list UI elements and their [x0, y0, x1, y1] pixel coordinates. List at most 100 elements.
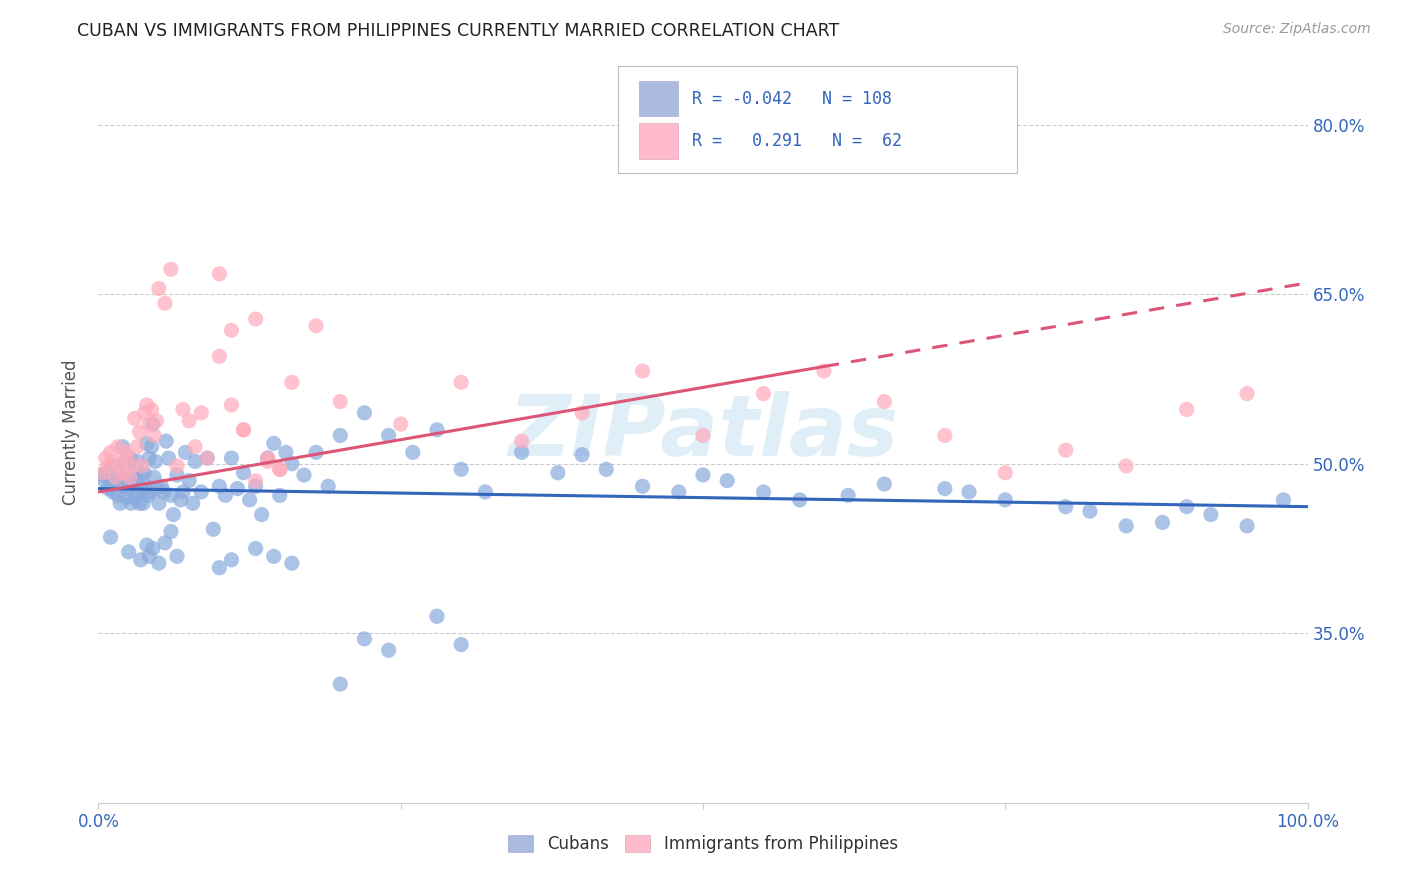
Text: R = -0.042   N = 108: R = -0.042 N = 108	[692, 90, 893, 108]
Point	[138, 451, 160, 466]
Point	[595, 462, 617, 476]
Point	[141, 402, 163, 417]
Point	[118, 451, 141, 466]
Text: Source: ZipAtlas.com: Source: ZipAtlas.com	[1223, 22, 1371, 37]
Point	[118, 470, 141, 484]
Point	[426, 609, 449, 624]
Point	[127, 454, 149, 468]
Point	[184, 454, 207, 468]
Point	[152, 485, 174, 500]
Point	[510, 445, 533, 459]
Point	[256, 454, 278, 468]
Point	[118, 482, 141, 496]
Point	[245, 474, 267, 488]
Point	[789, 492, 811, 507]
Point	[692, 468, 714, 483]
Point	[263, 549, 285, 564]
Point	[232, 466, 254, 480]
Point	[121, 458, 143, 473]
Point	[129, 468, 152, 483]
Point	[957, 485, 980, 500]
Point	[269, 462, 291, 476]
Point	[145, 482, 167, 496]
Point	[124, 491, 146, 505]
Point	[631, 479, 654, 493]
Point	[111, 440, 134, 454]
Point	[96, 466, 118, 480]
Point	[934, 428, 956, 442]
Point	[91, 468, 114, 483]
Point	[1175, 402, 1198, 417]
Point	[98, 462, 121, 476]
Point	[245, 312, 267, 326]
Point	[329, 428, 352, 442]
Point	[150, 479, 173, 493]
Point	[143, 428, 166, 442]
Point	[103, 466, 125, 480]
Point	[162, 508, 184, 522]
Point	[1054, 500, 1077, 514]
Point	[107, 488, 129, 502]
Point	[101, 485, 124, 500]
Point	[256, 451, 278, 466]
Point	[274, 445, 297, 459]
Point	[166, 458, 188, 473]
Point	[117, 451, 139, 466]
Y-axis label: Currently Married: Currently Married	[62, 359, 80, 506]
Point	[1175, 500, 1198, 514]
Point	[143, 454, 166, 468]
Point	[377, 428, 399, 442]
Point	[221, 398, 243, 412]
Legend: Cubans, Immigrants from Philippines: Cubans, Immigrants from Philippines	[501, 826, 905, 861]
Point	[135, 538, 157, 552]
Point	[145, 414, 167, 428]
Point	[873, 477, 896, 491]
Point	[143, 470, 166, 484]
Point	[142, 417, 165, 431]
Point	[450, 462, 472, 476]
Point	[281, 457, 304, 471]
Text: R =   0.291   N =  62: R = 0.291 N = 62	[692, 132, 903, 150]
Point	[426, 423, 449, 437]
Point	[129, 553, 152, 567]
Point	[316, 479, 339, 493]
Point	[117, 470, 139, 484]
Point	[837, 488, 859, 502]
Point	[226, 482, 249, 496]
Point	[114, 445, 136, 459]
Text: ZIPatlas: ZIPatlas	[508, 391, 898, 475]
Point	[208, 267, 231, 281]
Point	[329, 394, 352, 409]
Point	[208, 560, 231, 574]
Point	[1236, 519, 1258, 533]
Point	[994, 492, 1017, 507]
Point	[97, 482, 120, 496]
Point	[174, 445, 197, 459]
Point	[122, 462, 145, 476]
Point	[100, 445, 122, 459]
Point	[263, 436, 285, 450]
Point	[131, 458, 153, 473]
Point	[107, 440, 129, 454]
Point	[139, 485, 162, 500]
Point	[202, 522, 225, 536]
Point	[166, 468, 188, 483]
Point	[195, 451, 218, 466]
Point	[716, 474, 738, 488]
Point	[402, 445, 425, 459]
Point	[1272, 492, 1295, 507]
Point	[813, 364, 835, 378]
Point	[1078, 504, 1101, 518]
Point	[250, 508, 273, 522]
Point	[245, 479, 267, 493]
Point	[281, 556, 304, 570]
Point	[329, 677, 352, 691]
Point	[269, 462, 291, 476]
Point	[269, 488, 291, 502]
Point	[100, 479, 122, 493]
Point	[160, 262, 183, 277]
Point	[292, 468, 315, 483]
Point	[181, 496, 204, 510]
Point	[208, 349, 231, 363]
Point	[377, 643, 399, 657]
